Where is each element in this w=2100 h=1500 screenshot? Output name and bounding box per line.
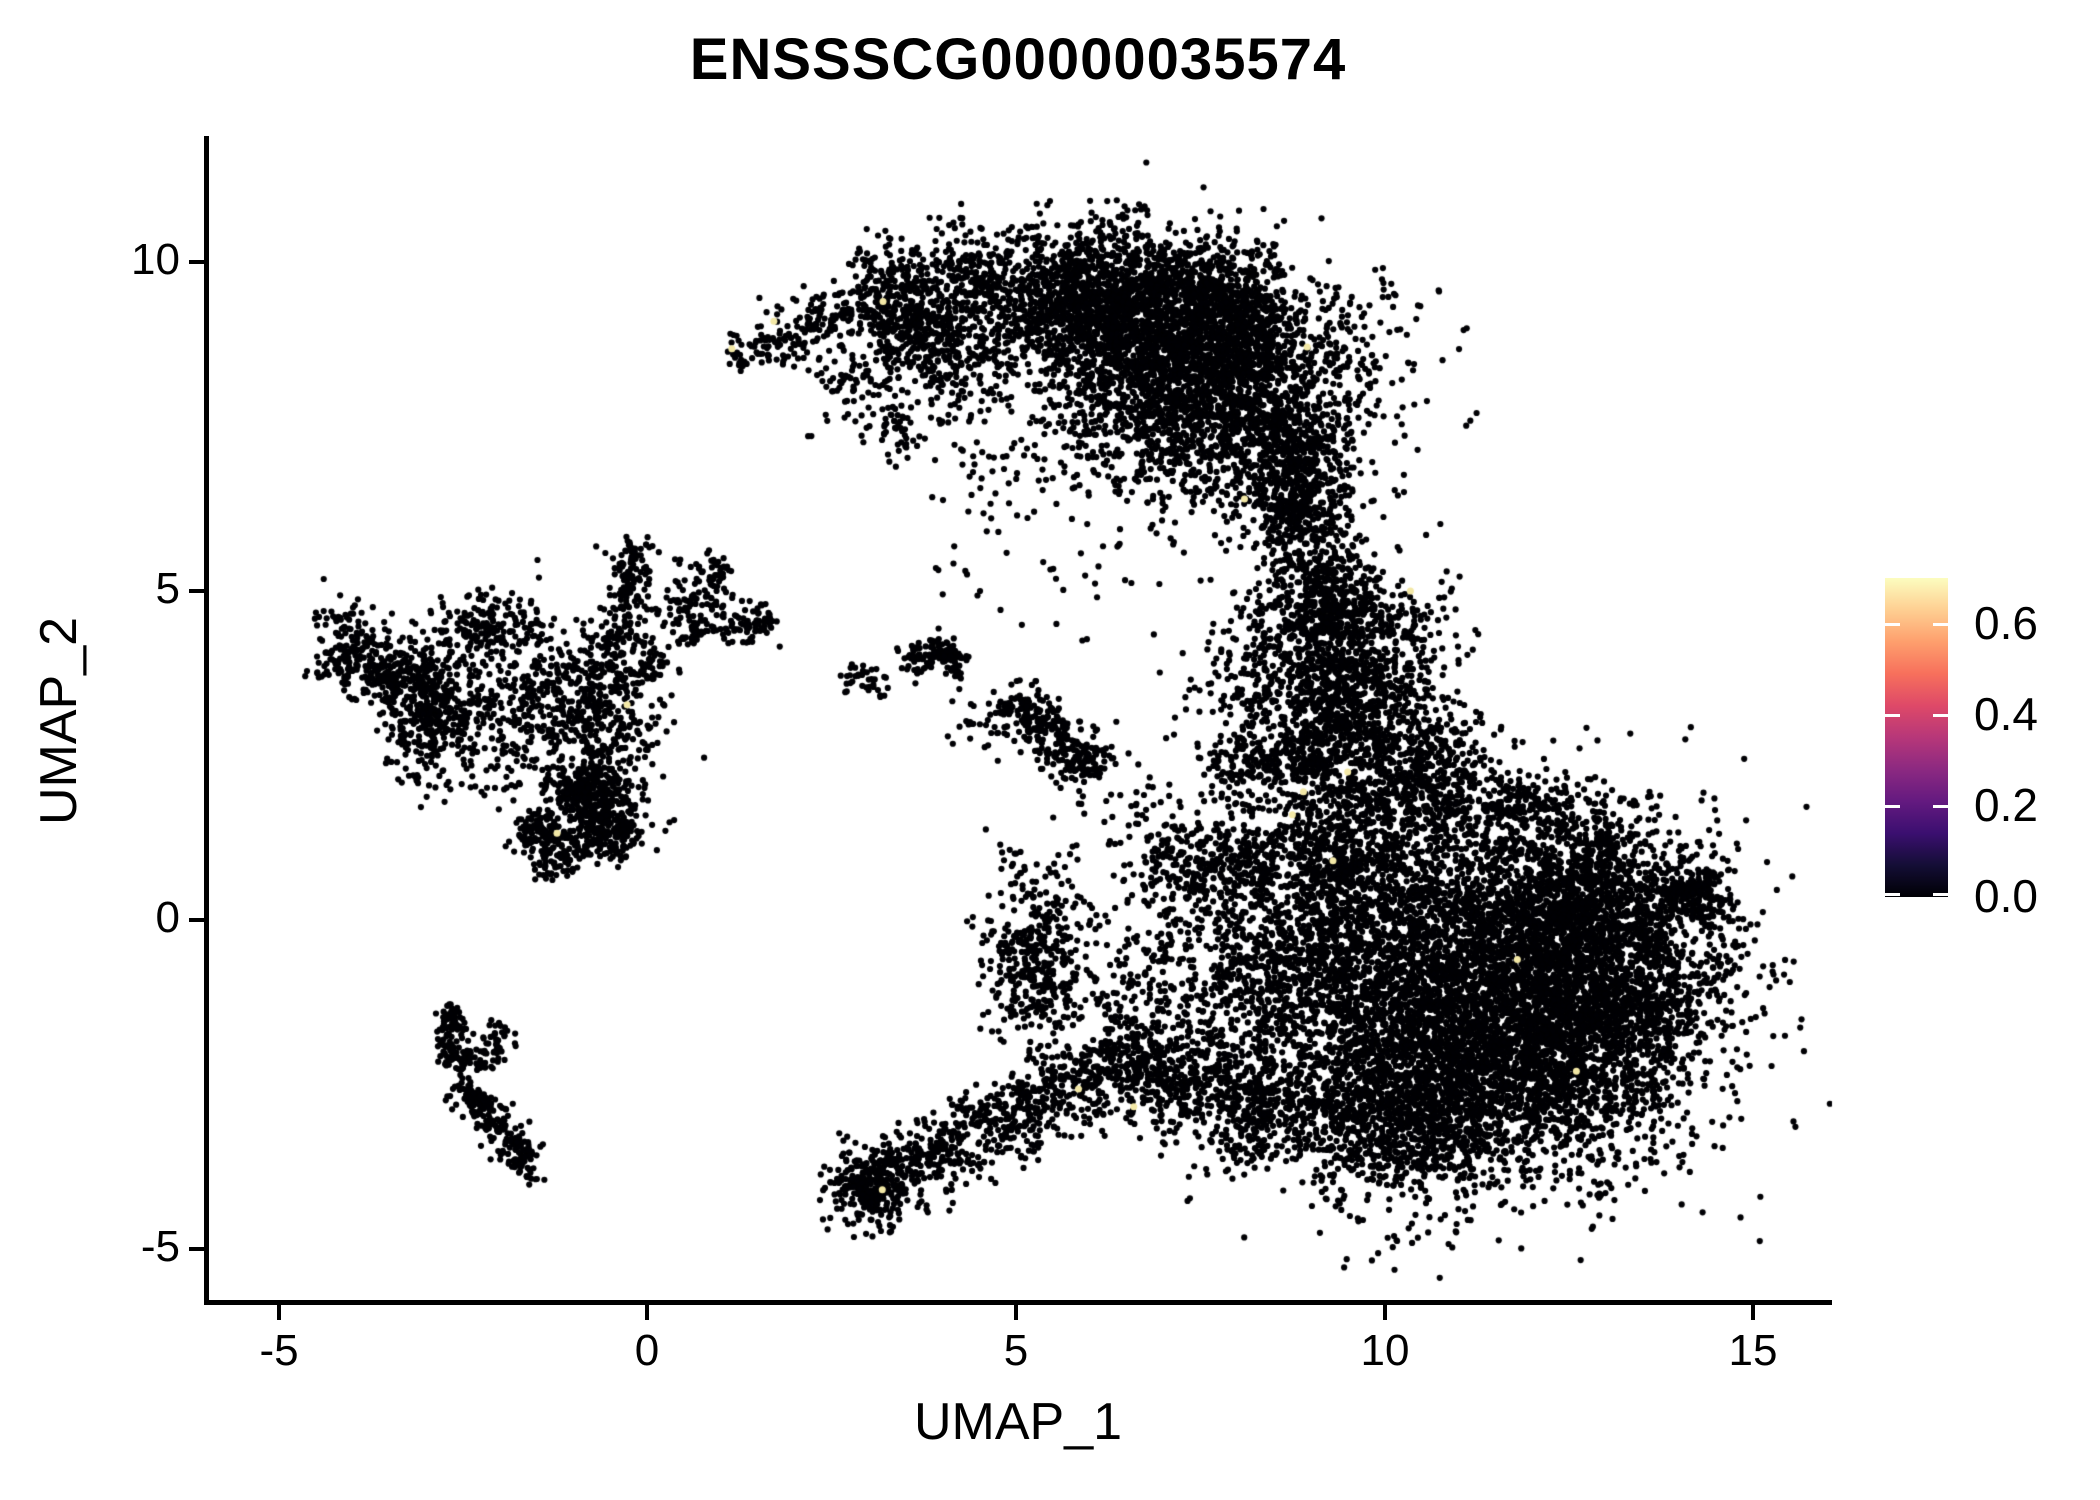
legend-tick-mark xyxy=(1933,623,1948,626)
y-tick-label: 0 xyxy=(155,893,180,942)
colorbar-tick-label: 0.0 xyxy=(1974,870,2038,922)
colorbar-gradient xyxy=(1885,578,1948,897)
x-tick-label: 10 xyxy=(1360,1326,1410,1375)
y-axis-title: UMAP_2 xyxy=(30,616,88,826)
x-tick-label: 0 xyxy=(634,1326,660,1375)
legend-tick-mark xyxy=(1885,714,1900,717)
colorbar-tick-label: 0.6 xyxy=(1974,597,2038,649)
x-tick-mark xyxy=(645,1305,649,1320)
x-tick-label: -5 xyxy=(259,1326,299,1375)
x-tick-mark xyxy=(277,1305,281,1320)
x-tick-mark xyxy=(1751,1305,1755,1320)
legend-tick-mark xyxy=(1885,893,1900,896)
y-tick-label: 10 xyxy=(131,235,180,284)
x-tick-label: 15 xyxy=(1728,1326,1778,1375)
legend-tick-mark xyxy=(1885,623,1900,626)
y-axis-line xyxy=(204,136,209,1305)
legend-tick-mark xyxy=(1933,893,1948,896)
x-tick-mark xyxy=(1383,1305,1387,1320)
x-axis-title: UMAP_1 xyxy=(913,1393,1123,1451)
x-axis-line xyxy=(204,1300,1832,1305)
y-tick-label: 5 xyxy=(155,564,180,613)
x-tick-mark xyxy=(1014,1305,1018,1320)
plot-title: ENSSSCG00000035574 xyxy=(689,27,1347,92)
y-tick-mark xyxy=(189,589,204,593)
y-tick-label: -5 xyxy=(140,1222,180,1271)
legend-tick-mark xyxy=(1885,805,1900,808)
y-tick-mark xyxy=(189,918,204,922)
y-tick-mark xyxy=(189,260,204,264)
legend-tick-mark xyxy=(1933,714,1948,717)
x-tick-label: 5 xyxy=(1003,1326,1029,1375)
colorbar-tick-label: 0.2 xyxy=(1974,779,2038,831)
colorbar-tick-label: 0.4 xyxy=(1974,688,2038,740)
y-tick-mark xyxy=(189,1247,204,1251)
legend-tick-mark xyxy=(1933,805,1948,808)
